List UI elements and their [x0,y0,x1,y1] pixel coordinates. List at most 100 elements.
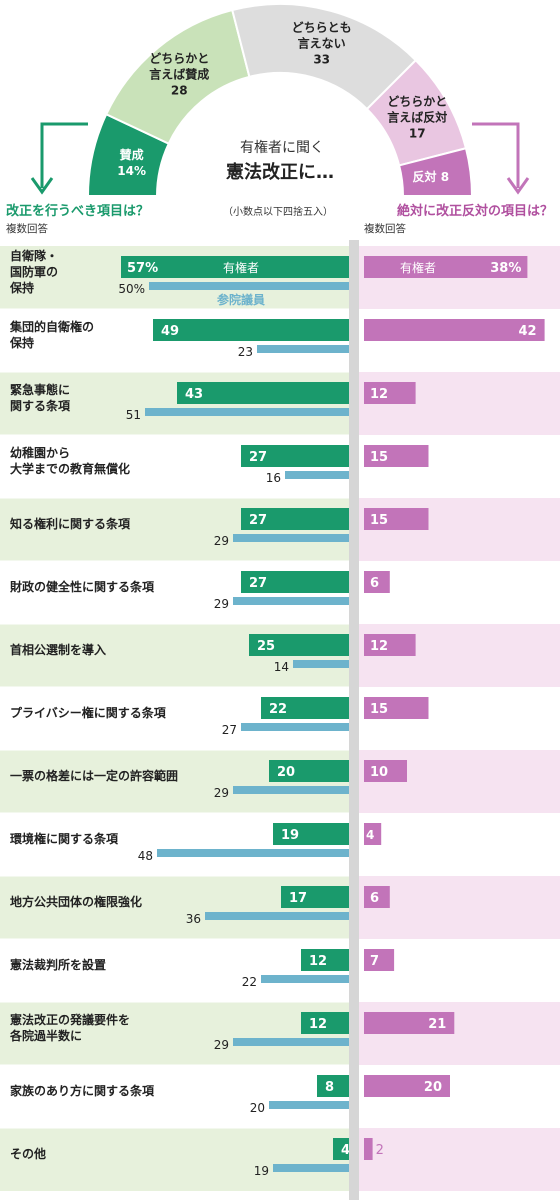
bar-voters-label: 27 [249,576,267,591]
bar-oppose [364,949,395,971]
category-label: 首相公選制を導入 [10,642,106,657]
bar-voters [249,634,349,656]
bar-voters [301,1012,349,1034]
bar-voters-label: 22 [269,702,287,717]
bar-oppose-label: 6 [370,576,379,591]
category-label: 保持 [9,280,34,295]
bar-oppose [364,256,528,278]
legend-members: 参院議員 [217,292,265,307]
bar-voters-label: 27 [249,513,267,528]
pie-slice-label: 反対 8 [413,169,450,184]
pie-slice-label: 言えば反対 [387,110,447,125]
left-chart-title: 改正を行うべき項目は？ [6,203,149,219]
bar-oppose [364,571,390,593]
bar-oppose-label: 12 [370,387,388,402]
bar-members-label: 16 [266,471,281,485]
bar-members-label: 50% [118,282,145,296]
bar-voters [241,571,349,593]
category-label: 知る権利に関する条項 [9,516,131,531]
left-arrow-head [30,177,54,195]
bars-layer: 自衛隊・国防軍の保持57%50%38%集団的自衛権の保持492342緊急事態に関… [9,240,545,1200]
right-chart-subtitle: 複数回答 [364,222,406,235]
bar-voters-label: 25 [257,639,275,654]
bar-voters-label: 19 [281,828,299,843]
right-chart-title: 絶対に改正反対の項目は？ [396,203,553,219]
legend-voters-right: 有権者 [400,260,436,275]
bar-members-label: 51 [126,408,141,422]
bar-members [233,534,349,542]
category-label: 環境権に関する条項 [10,831,119,846]
pie-slice-value: 14% [117,164,146,178]
rounding-note: （小数点以下四捨五入） [223,205,333,218]
center-title-line1: 有権者に聞く [240,139,324,156]
bar-voters [281,886,349,908]
bar-oppose-label: 2 [376,1143,384,1158]
category-label: 地方公共団体の権限強化 [10,894,142,909]
bar-members-label: 48 [138,849,153,863]
bar-members [285,471,349,479]
bar-oppose [364,1012,455,1034]
bar-members-label: 36 [186,912,201,926]
category-label: 緊急事態に [10,382,70,397]
category-label: その他 [10,1146,46,1161]
category-label: 大学までの教育無償化 [10,461,130,476]
bar-oppose [364,445,429,467]
left-chart-subtitle: 複数回答 [6,222,48,235]
pie-slice-label: 言えない [298,36,346,51]
pie-slice-label: どちらとも [292,21,352,35]
category-label: 関する条項 [10,398,71,413]
bar-oppose-label: 6 [370,891,379,906]
legend-voters-left: 有権者 [223,260,259,275]
bar-members [149,282,349,290]
bar-voters [317,1075,349,1097]
pie-slice-label: どちらかと [387,95,447,109]
bar-oppose-label: 20 [424,1080,442,1095]
bar-voters [333,1138,349,1160]
bar-members-label: 29 [214,534,229,548]
bar-members-label: 20 [250,1101,265,1115]
bar-members [157,849,349,857]
pie-slice [397,147,474,197]
bar-members-label: 23 [238,345,253,359]
pie-slice-label: 賛成 [120,147,144,162]
bar-members [269,1101,349,1109]
bar-oppose [364,697,429,719]
bar-voters [269,760,349,782]
bar-voters [301,949,349,971]
bar-members-label: 27 [222,723,237,737]
bar-members [261,975,349,983]
bar-oppose-label: 10 [370,765,388,780]
bar-members [205,912,349,920]
category-label: 幼稚園から [10,445,70,460]
bar-oppose-label: 21 [428,1017,446,1032]
bar-voters-label: 12 [309,1017,327,1032]
bar-voters-label: 27 [249,450,267,465]
category-label: 財政の健全性に関する条項 [9,579,155,594]
bar-members [233,786,349,794]
category-label: 自衛隊・ [10,248,58,263]
bar-oppose-label: 15 [370,450,388,465]
pie-slice-value: 33 [313,53,330,67]
bar-oppose-label: 12 [370,639,388,654]
bar-members-label: 14 [274,660,289,674]
bar-oppose [364,1138,373,1160]
pie-slice-label: どちらかと [149,51,209,65]
left-row-background [0,1002,349,1065]
left-row-background [0,1128,349,1191]
bar-members [257,345,349,353]
category-label: 憲法改正の発議要件を [9,1012,130,1027]
bar-voters [241,445,349,467]
bar-members [293,660,349,668]
category-label: 憲法裁判所を設置 [9,957,106,972]
bar-voters [121,256,349,278]
bar-oppose [364,886,390,908]
bar-oppose-label: 7 [370,954,379,969]
category-label: 集団的自衛権の [9,319,94,334]
center-title-line2: 憲法改正に… [225,161,334,183]
bar-voters [177,382,349,404]
right-arrow-head [506,177,530,195]
bar-voters-label: 20 [277,765,295,780]
bar-voters-label: 8 [325,1080,334,1095]
category-label: プライバシー権に関する条項 [10,705,167,720]
